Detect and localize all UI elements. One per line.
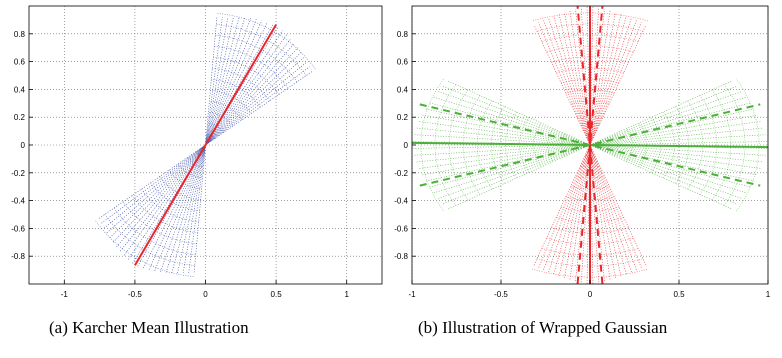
fan-arc — [736, 78, 760, 212]
y-tick-label: -0.4 — [11, 197, 25, 206]
x-tick-label: 1 — [344, 290, 349, 299]
fan-ray — [442, 85, 738, 205]
caption-b: (b) Illustration of Wrapped Gaussian — [418, 318, 668, 337]
fan-arc — [723, 84, 746, 206]
y-tick-label: 0.8 — [14, 30, 26, 39]
y-tick-label: -0.6 — [394, 224, 408, 233]
fan-ray — [558, 13, 622, 277]
wrapped-gaussian-plot: -1 -0.5 0 0.5 1 -0.8 -0.6 -0.4 -0.2 0 0.2 0.4 0.6 0.8 — [394, 5, 771, 299]
y-tick-label: -0.2 — [394, 169, 408, 178]
plot-content — [412, 6, 768, 284]
fan-ray — [429, 102, 751, 188]
fan-ray — [442, 85, 738, 205]
fan-ray — [116, 43, 295, 247]
sigma-line-4 — [419, 103, 761, 187]
fan-ray — [416, 127, 764, 163]
x-tick-label: -1 — [408, 290, 416, 299]
fan-arc — [638, 122, 647, 168]
fan-ray — [112, 47, 299, 243]
y-tick-label: -0.6 — [11, 224, 25, 233]
y-tick-label: 0 — [21, 141, 26, 150]
x-tick-label: -1 — [61, 290, 69, 299]
y-tick-label: 0.4 — [397, 85, 409, 94]
y-tick-label: 0.6 — [397, 58, 409, 67]
fan-arc — [462, 95, 481, 195]
fan-ray — [564, 12, 616, 278]
fan-arc — [699, 95, 718, 195]
fan-ray — [132, 26, 279, 264]
y-tick-label: 0.6 — [14, 58, 26, 67]
fan-arc — [505, 111, 518, 179]
fan-ray — [580, 7, 600, 283]
y-tick-label: 0.8 — [397, 30, 409, 39]
y-tick-label: 0.2 — [397, 113, 409, 122]
mean-line-1 — [134, 24, 277, 266]
y-tick-label: 0.2 — [14, 113, 26, 122]
fan-ray — [137, 23, 274, 267]
y-tick-label: 0.4 — [14, 85, 26, 94]
sigma-line-6 — [576, 6, 604, 284]
fan-ray — [429, 102, 751, 188]
fan-arc — [575, 139, 579, 151]
fan-arc — [711, 89, 732, 201]
fan-arc — [614, 133, 619, 157]
y-tick-label: -0.2 — [11, 169, 25, 178]
fan-ray — [177, 16, 234, 274]
fan-arc — [533, 122, 542, 168]
sigma-line-7 — [576, 6, 604, 284]
y-tick-label: 0 — [404, 141, 409, 150]
caption-a: (a) Karcher Mean Illustration — [49, 318, 249, 337]
fan-ray — [160, 18, 251, 272]
sigma-line-5 — [419, 103, 761, 187]
fan-arc — [434, 84, 457, 206]
fan-ray — [558, 13, 622, 277]
fan-ray — [438, 91, 742, 199]
fan-ray — [438, 91, 742, 199]
fan-arc — [491, 106, 505, 184]
fan-ray — [103, 61, 308, 229]
fan-arc — [448, 89, 469, 201]
karcher-mean-plot: -1 -0.5 0 0.5 1 -0.8 -0.6 -0.4 -0.2 0 0.2 0.4 0.6 0.8 — [11, 5, 383, 299]
y-tick-label: -0.4 — [394, 197, 408, 206]
fan-arc — [420, 78, 444, 212]
fan-ray — [416, 127, 764, 163]
x-tick-label: 0 — [588, 290, 593, 299]
fan-arc — [662, 111, 675, 179]
plot-content — [95, 13, 316, 277]
x-tick-label: -0.5 — [494, 290, 508, 299]
x-tick-label: 1 — [766, 290, 771, 299]
fan-ray — [422, 114, 758, 176]
fan-ray — [564, 12, 616, 278]
fan-arc — [561, 133, 566, 157]
fan-ray — [580, 7, 600, 283]
fan-arc — [601, 139, 605, 151]
x-tick-label: 0.5 — [271, 290, 283, 299]
fan-ray — [422, 114, 758, 176]
y-tick-label: -0.8 — [394, 252, 408, 261]
y-tick-label: -0.8 — [11, 252, 25, 261]
x-tick-label: -0.5 — [128, 290, 142, 299]
x-tick-label: 0 — [203, 290, 208, 299]
fan-arc — [675, 106, 689, 184]
x-tick-label: 0.5 — [673, 290, 685, 299]
